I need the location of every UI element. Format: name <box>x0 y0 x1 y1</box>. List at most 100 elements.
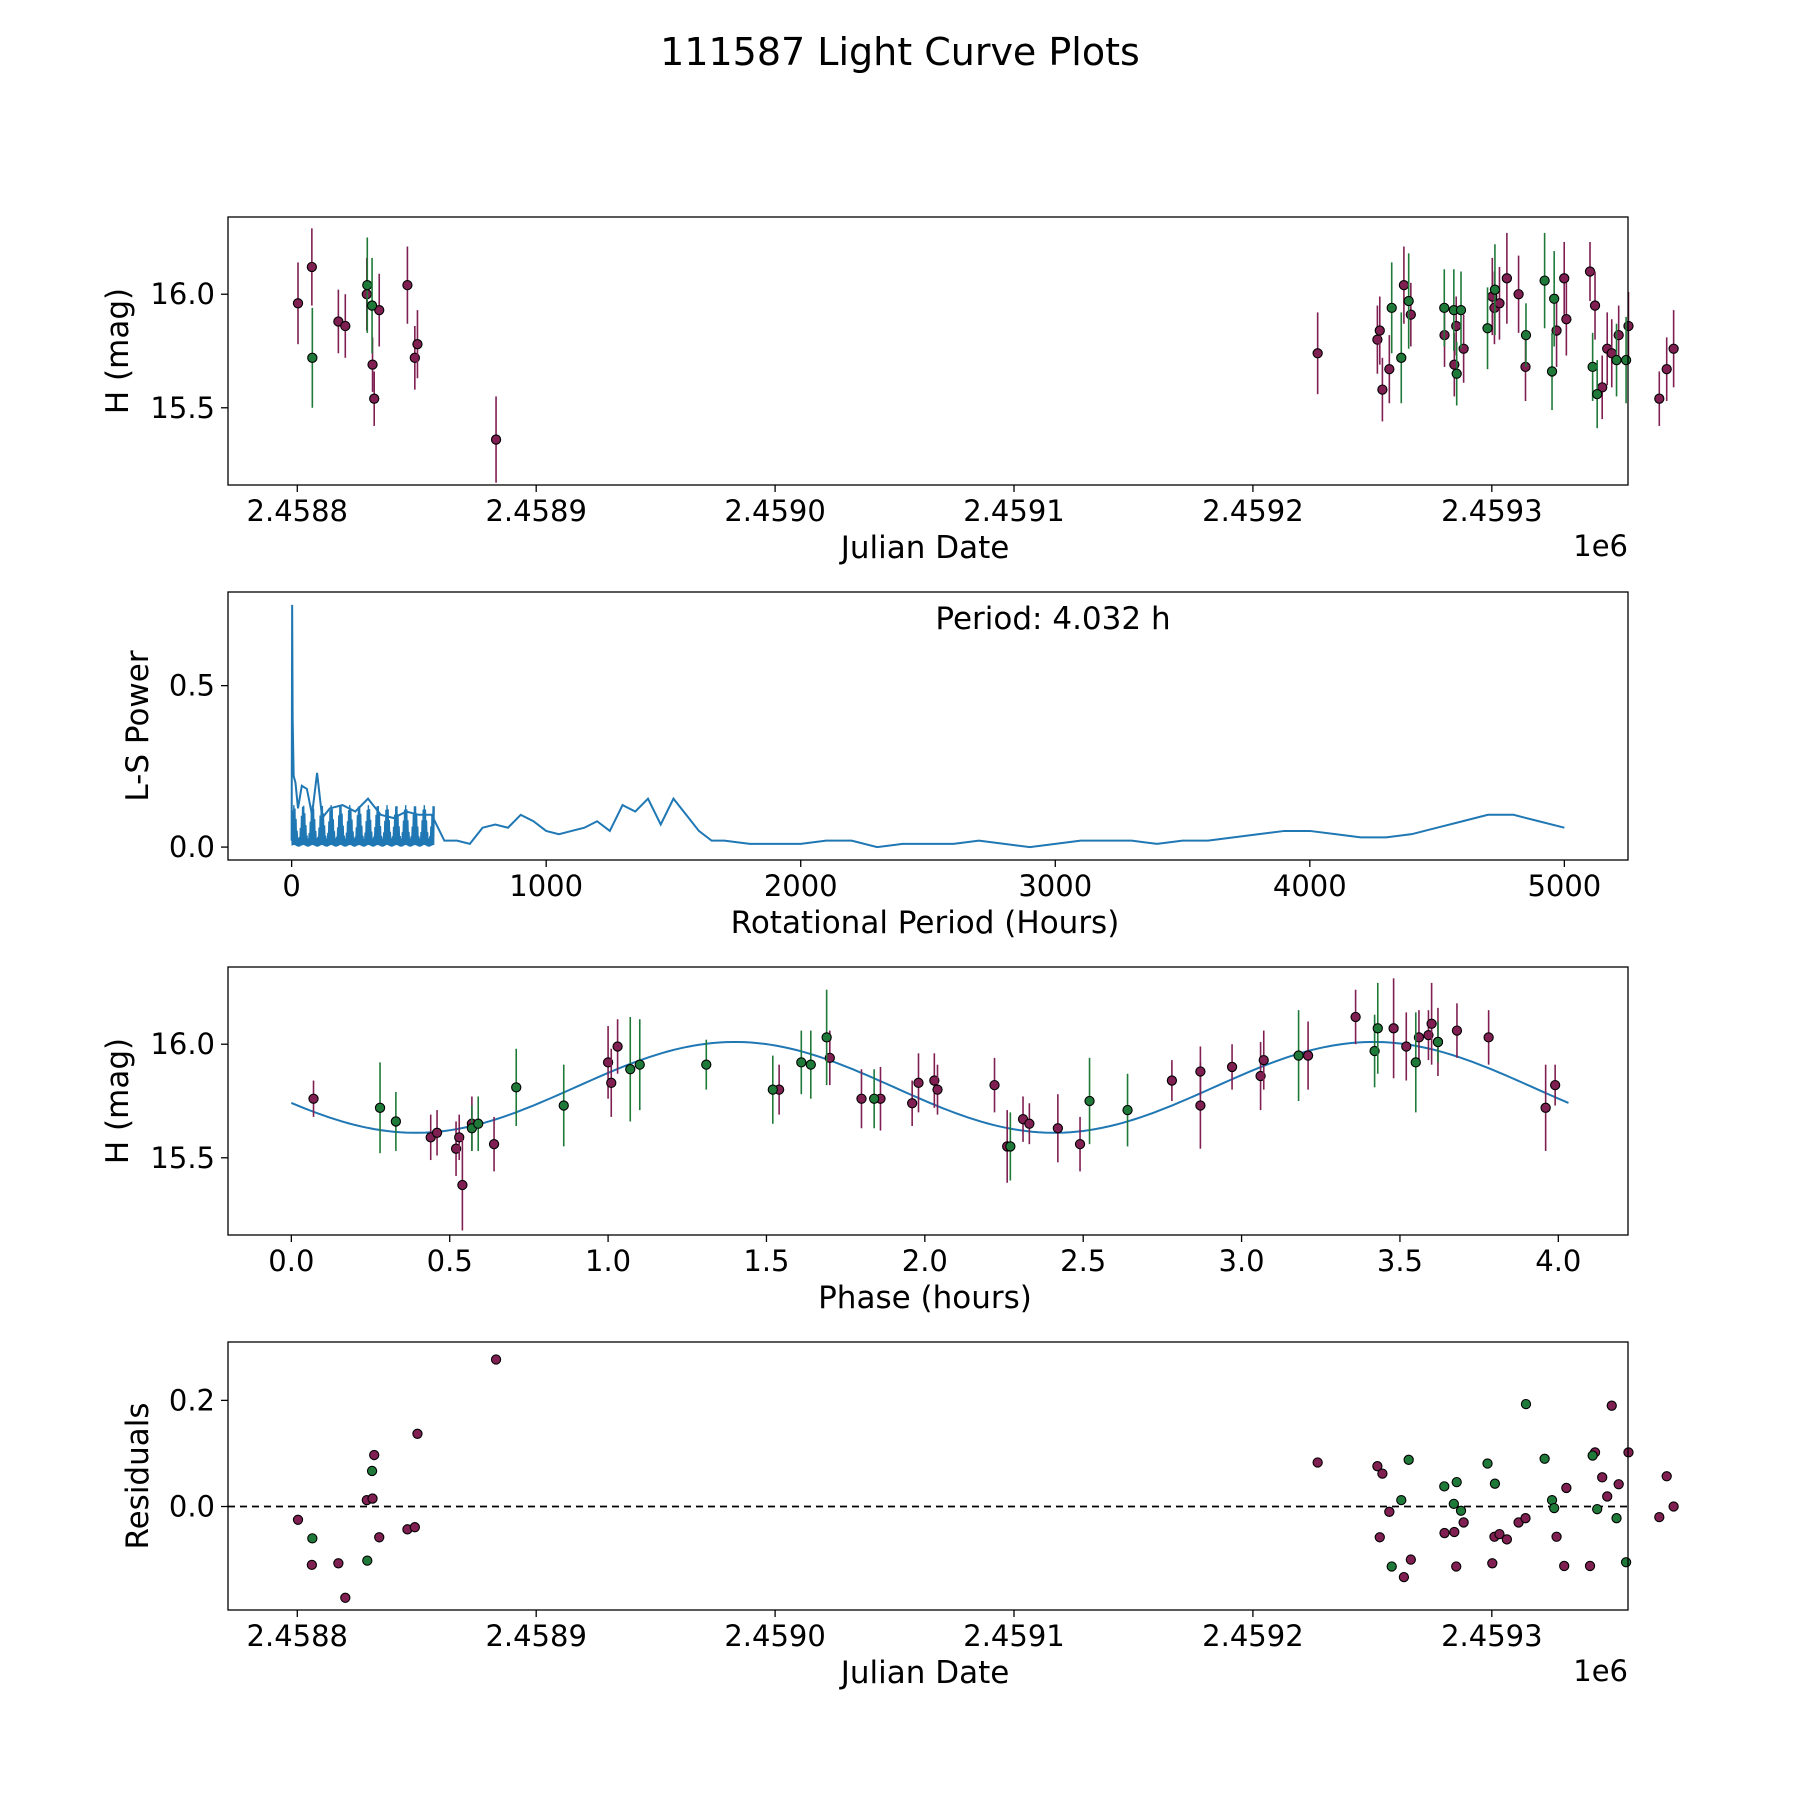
phased-x-tick-label: 0.0 <box>268 1244 314 1278</box>
residuals-point-purple <box>1606 1400 1617 1411</box>
residuals-x-tick-label: 2.4593 <box>1441 1619 1542 1653</box>
phased-y-tick-label: 16.0 <box>150 1027 215 1061</box>
lightcurve-x-tick-label: 2.4590 <box>724 494 825 528</box>
phased-point-purple <box>308 1093 319 1104</box>
lightcurve-point-purple <box>1661 364 1672 375</box>
lightcurve-point-green <box>1520 329 1532 341</box>
phased-x-tick-label: 2.0 <box>902 1244 948 1278</box>
phased-point-purple <box>1426 1018 1437 1029</box>
phased-point-green <box>374 1102 386 1113</box>
phased-point-green <box>473 1118 484 1129</box>
periodogram-x-axis-label: Rotational Period (Hours) <box>731 905 1120 941</box>
lightcurve-point-purple <box>1494 298 1505 309</box>
phased-point-green <box>767 1084 778 1095</box>
lightcurve-panel: 2.4588 2.4589 2.4590 2.4591 2.4592 2.4593 15.5… <box>100 216 1679 566</box>
lightcurve-point-purple <box>1561 314 1572 325</box>
phased-x-tick-label: 0.5 <box>427 1244 473 1278</box>
phased-point-purple <box>1052 1123 1064 1134</box>
residuals-point-purple <box>1398 1571 1410 1583</box>
residuals-point-purple <box>1458 1517 1469 1528</box>
residuals-point-purple <box>306 1559 318 1571</box>
phased-point-purple <box>932 1084 943 1095</box>
periodogram-y-axis-label: L-S Power <box>120 650 156 801</box>
periodogram-x-tick-label: 4000 <box>1273 869 1347 903</box>
phased-point-green <box>1369 1045 1380 1057</box>
periodogram-y-tick-label: 0.0 <box>169 830 215 864</box>
residuals-y-tick-label: 0.0 <box>169 1490 215 1524</box>
residuals-point-green <box>1396 1494 1407 1506</box>
lightcurve-point-purple <box>1513 289 1524 300</box>
residuals-point-purple <box>1602 1491 1613 1502</box>
lightcurve-point-purple <box>1613 329 1624 341</box>
phased-point-green <box>796 1057 807 1068</box>
lightcurve-point-purple <box>1451 320 1462 332</box>
phased-point-purple <box>989 1079 1000 1091</box>
phased-x-tick-label: 1.0 <box>585 1244 631 1278</box>
lightcurve-x-tick-label: 2.4592 <box>1202 494 1303 528</box>
residuals-point-purple <box>1668 1501 1679 1512</box>
lightcurve-y-axis-label: H (mag) <box>100 288 136 414</box>
residuals-point-green <box>1448 1498 1459 1510</box>
lightcurve-point-green <box>1482 323 1493 334</box>
phased-point-purple <box>1258 1054 1269 1066</box>
phased-x-tick-label: 3.5 <box>1377 1244 1423 1278</box>
residuals-point-green <box>1489 1478 1501 1489</box>
residuals-point-green <box>366 1465 378 1477</box>
phased-point-green <box>390 1116 402 1127</box>
residuals-x-tick-label: 2.4591 <box>963 1619 1064 1653</box>
lightcurve-point-purple <box>1589 300 1601 311</box>
residuals-point-green <box>1539 1453 1550 1464</box>
period-annotation: Period: 4.032 h <box>935 601 1170 637</box>
periodogram-panel: 0 1000 2000 3000 4000 5000 0.0 0.5 Period: 4.03… <box>120 591 1629 941</box>
lightcurve-point-purple <box>1377 384 1388 395</box>
lightcurve-point-green <box>1611 354 1622 366</box>
phased-point-purple <box>612 1041 623 1052</box>
residuals-point-purple <box>409 1522 420 1533</box>
phased-point-green <box>1293 1050 1304 1061</box>
lightcurve-point-purple <box>1384 364 1395 375</box>
residuals-point-green <box>362 1555 373 1566</box>
phased-point-purple <box>907 1098 918 1109</box>
residuals-point-purple <box>1384 1506 1395 1517</box>
phased-point-purple <box>1423 1029 1434 1041</box>
periodogram-x-tick-label: 1000 <box>509 869 583 903</box>
residuals-point-purple <box>1451 1561 1462 1572</box>
residuals-point-purple <box>1584 1560 1596 1572</box>
lightcurve-point-purple <box>1449 359 1460 370</box>
phased-point-green <box>1084 1095 1095 1107</box>
residuals-point-green <box>1482 1458 1493 1469</box>
phased-x-tick-label: 1.5 <box>743 1244 789 1278</box>
lightcurve-point-purple <box>412 339 423 350</box>
residuals-x-tick-label: 2.4590 <box>724 1619 825 1653</box>
residuals-point-purple <box>1377 1468 1388 1479</box>
lightcurve-point-purple <box>374 304 385 316</box>
residuals-point-purple <box>333 1558 344 1569</box>
residuals-x-axis-label: Julian Date <box>839 1655 1010 1691</box>
phased-point-purple <box>457 1179 468 1191</box>
residuals-point-purple <box>1449 1526 1460 1538</box>
phased-point-purple <box>1195 1100 1206 1111</box>
lightcurve-point-green <box>362 279 373 291</box>
phased-x-tick-label: 2.5 <box>1060 1244 1106 1278</box>
residuals-point-purple <box>1312 1457 1323 1468</box>
phased-point-purple <box>431 1127 443 1138</box>
lightcurve-point-purple <box>1372 334 1383 345</box>
lightcurve-point-purple <box>367 359 378 370</box>
lightcurve-point-green <box>1451 368 1462 379</box>
lightcurve-axes-frame <box>227 216 1629 486</box>
phased-point-purple <box>602 1057 614 1068</box>
phased-point-green <box>1005 1141 1016 1152</box>
periodogram-x-tick-label: 3000 <box>1018 869 1092 903</box>
phased-x-tick-label: 4.0 <box>1535 1244 1581 1278</box>
phased-point-green <box>1432 1036 1444 1048</box>
lightcurve-y-tick-label: 16.0 <box>150 277 215 311</box>
lightcurve-point-purple <box>369 393 380 404</box>
lightcurve-point-purple <box>1398 279 1410 291</box>
phased-point-green <box>1410 1057 1421 1068</box>
lightcurve-x-tick-label: 2.4591 <box>963 494 1064 528</box>
phased-panel: 0.0 0.5 1.0 1.5 2.0 2.5 3.0 3.5 4.0 15.5 16.0 Phas… <box>100 966 1629 1316</box>
residuals-point-purple <box>292 1514 304 1525</box>
lightcurve-y-tick-label: 15.5 <box>150 391 215 425</box>
periodogram-x-tick-label: 2000 <box>764 869 838 903</box>
